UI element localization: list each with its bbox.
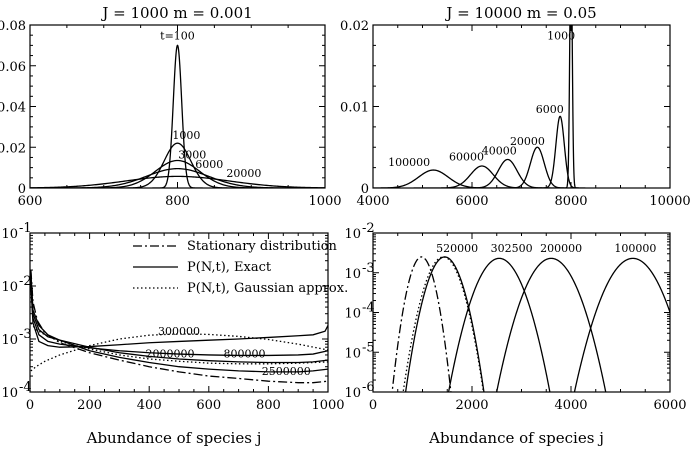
x-tick-label: 1000 [308, 194, 341, 209]
series-label: 6000 [195, 158, 223, 171]
y-tick-label: 0.06 [0, 60, 26, 75]
series-label: 302500 [491, 242, 533, 255]
y-tick-label: 10 [1, 280, 18, 295]
series-label: 6000 [536, 103, 564, 116]
x-tick-label: 400 [137, 398, 162, 413]
series-line [404, 256, 485, 392]
x-tick-label: 6000 [455, 194, 488, 209]
series-label: 3000 [178, 148, 206, 161]
y-tick-label: 0.02 [0, 141, 26, 156]
y-tick-label: 10 [1, 386, 18, 401]
series-label: 2000000 [146, 347, 195, 360]
y-tick-label: 0.04 [0, 101, 26, 116]
x-tick-label: 4000 [356, 194, 389, 209]
series-label: 20000 [510, 135, 545, 148]
series-line [30, 272, 328, 373]
y-tick-exponent: -2 [362, 221, 375, 236]
series-line [534, 115, 586, 188]
x-tick-label: 4000 [554, 398, 587, 413]
plot-frame [29, 232, 329, 393]
series-label: 20000 [226, 167, 261, 180]
x-tick-label: 0 [26, 398, 34, 413]
x-axis-label: Abundance of species j [428, 429, 604, 447]
y-tick-label: 0.02 [340, 19, 369, 34]
series-line [573, 257, 670, 392]
y-tick-label: 10 [344, 346, 361, 361]
y-tick-label: 10 [344, 227, 361, 242]
panel-title: J = 10000 m = 0.05 [444, 4, 596, 22]
x-tick-label: 1000 [311, 398, 344, 413]
x-tick-label: 6000 [653, 398, 686, 413]
y-tick-exponent: -4 [362, 301, 375, 316]
x-tick-label: 10000 [649, 194, 690, 209]
y-tick-exponent: -1 [19, 221, 32, 236]
x-tick-label: 0 [369, 398, 377, 413]
series-label: 800000 [224, 347, 266, 360]
panel-title: J = 1000 m = 0.001 [100, 4, 252, 22]
plot-frame [372, 24, 671, 189]
legend-label: P(N,t), Gaussian approx. [187, 281, 348, 296]
series-line [30, 333, 328, 372]
series-line [373, 169, 523, 188]
y-tick-label: 10 [344, 267, 361, 282]
series-label: 200000 [540, 242, 582, 255]
curves [30, 270, 328, 384]
series-line [30, 270, 328, 384]
y-tick-exponent: -3 [362, 261, 375, 276]
series-label: t=100 [160, 29, 195, 42]
x-tick-label: 2000 [455, 398, 488, 413]
series-label: 520000 [436, 242, 478, 255]
series-label: 300000 [158, 325, 200, 338]
legend-label: Stationary distribution [187, 239, 338, 254]
panel-top-left: J = 1000 m = 0.001 600 800 1000 0 0.02 0.04 0.0… [0, 4, 342, 209]
series-label: 1000 [547, 30, 575, 43]
y-tick-exponent: -4 [19, 380, 32, 395]
y-tick-exponent: -6 [362, 380, 375, 395]
legend-label: P(N,t), Exact [187, 260, 272, 275]
x-axis-label: Abundance of species j [86, 429, 262, 447]
series-line [447, 257, 551, 392]
curves [30, 44, 325, 188]
y-tick-label: 0 [18, 182, 26, 197]
series-line [413, 165, 551, 188]
plot-frame [372, 232, 671, 393]
plot-frame [29, 24, 326, 189]
y-tick-exponent: -3 [19, 327, 32, 342]
series-line [30, 276, 328, 364]
x-tick-label: 600 [18, 194, 43, 209]
series-label: 100000 [614, 242, 656, 255]
series-label: 40000 [482, 145, 517, 158]
y-tick-label: 0 [361, 182, 369, 197]
series-line [391, 256, 452, 392]
y-tick-label: 0.01 [340, 101, 369, 116]
series-line [496, 257, 607, 392]
y-tick-exponent: -5 [362, 340, 375, 355]
series-label: 2500000 [262, 365, 311, 378]
y-tick-label: 10 [1, 333, 18, 348]
y-tick-label: 10 [1, 227, 18, 242]
series-label: 100000 [388, 156, 430, 169]
curves [391, 256, 670, 392]
x-tick-label: 800 [165, 194, 190, 209]
x-tick-label: 8000 [554, 194, 587, 209]
y-tick-label: 10 [344, 386, 361, 401]
x-tick-label: 200 [77, 398, 102, 413]
y-tick-label: 10 [344, 307, 361, 322]
series-label: 60000 [449, 150, 484, 163]
x-tick-label: 600 [196, 398, 221, 413]
series-label: 1000 [172, 129, 200, 142]
series-line [30, 175, 325, 188]
y-tick-exponent: -2 [19, 274, 32, 289]
y-tick-label: 0.08 [0, 19, 26, 34]
series-line [30, 285, 328, 348]
x-tick-label: 800 [256, 398, 281, 413]
series-line [30, 281, 328, 357]
